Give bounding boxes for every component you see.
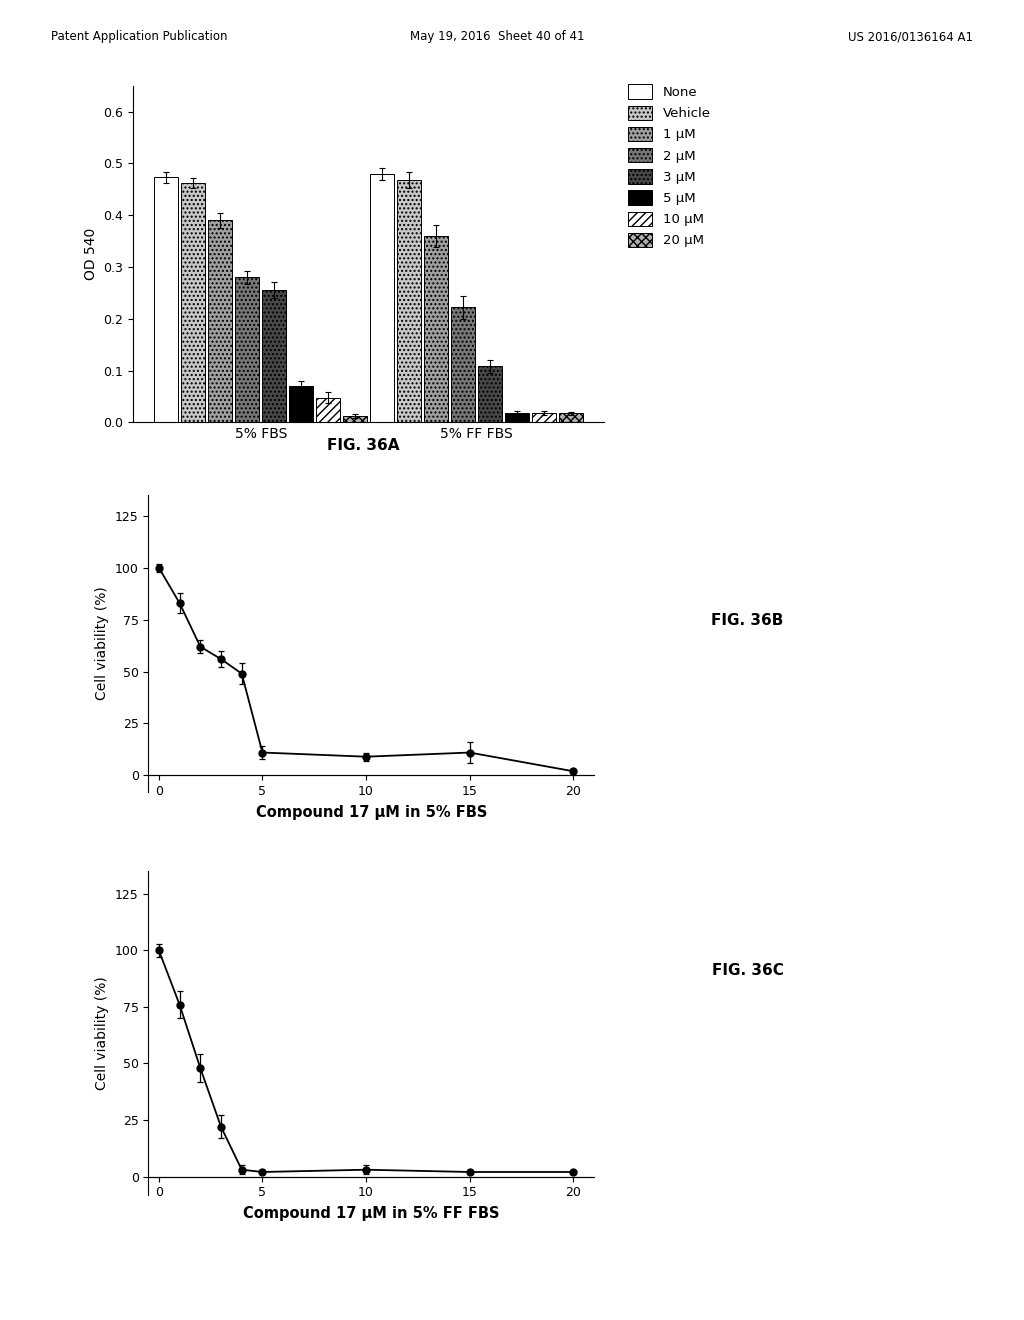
Text: FIG. 36A: FIG. 36A: [328, 438, 399, 453]
Bar: [316, 397, 340, 422]
Bar: [559, 413, 583, 422]
Text: May 19, 2016  Sheet 40 of 41: May 19, 2016 Sheet 40 of 41: [410, 30, 584, 44]
Bar: [290, 387, 313, 422]
Y-axis label: Cell viability (%): Cell viability (%): [95, 586, 110, 701]
Bar: [478, 367, 502, 422]
Bar: [262, 290, 286, 422]
Bar: [397, 180, 421, 422]
Y-axis label: Cell viability (%): Cell viability (%): [95, 975, 110, 1090]
X-axis label: Compound 17 μM in 5% FBS: Compound 17 μM in 5% FBS: [256, 805, 486, 820]
Text: FIG. 36C: FIG. 36C: [712, 962, 783, 978]
Bar: [505, 413, 529, 422]
X-axis label: Compound 17 μM in 5% FF FBS: Compound 17 μM in 5% FF FBS: [243, 1206, 500, 1221]
Text: FIG. 36B: FIG. 36B: [712, 612, 783, 628]
Bar: [155, 177, 178, 422]
Y-axis label: OD 540: OD 540: [84, 228, 98, 280]
Bar: [532, 413, 556, 422]
Text: US 2016/0136164 A1: US 2016/0136164 A1: [848, 30, 973, 44]
Bar: [236, 277, 259, 422]
Legend: None, Vehicle, 1 μM, 2 μM, 3 μM, 5 μM, 10 μM, 20 μM: None, Vehicle, 1 μM, 2 μM, 3 μM, 5 μM, 1…: [623, 79, 716, 252]
Bar: [452, 308, 475, 422]
Bar: [208, 220, 232, 422]
Bar: [371, 174, 394, 422]
Bar: [181, 183, 205, 422]
Text: Patent Application Publication: Patent Application Publication: [51, 30, 227, 44]
Bar: [343, 416, 367, 422]
Bar: [424, 236, 447, 422]
